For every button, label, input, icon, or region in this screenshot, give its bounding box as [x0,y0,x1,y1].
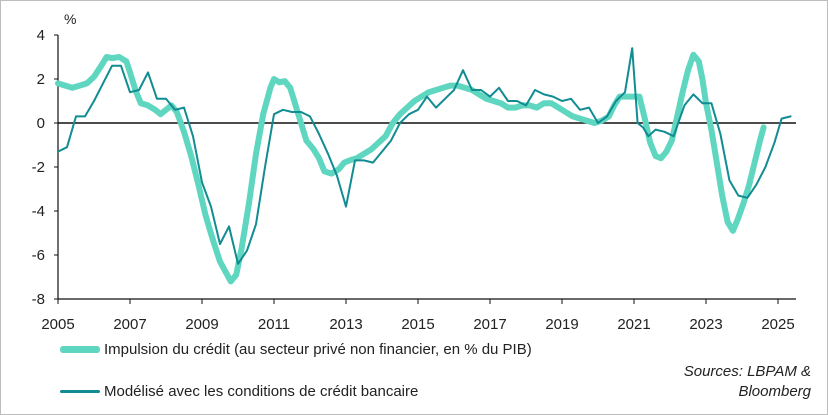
y-tick-label: -8 [32,291,45,308]
x-tick-label: 2015 [401,316,434,333]
legend-label-credit-impulse: Impulsion du crédit (au secteur privé no… [104,341,532,358]
sources-line-2: Bloomberg [738,383,811,400]
x-tick-label: 2013 [329,316,362,333]
y-unit-label: % [64,11,76,27]
axes: 4 2 0 -2 -4 -6 -8% 2005 2007 2009 2011 2013 2015 2017… [32,11,796,333]
series-line-credit-impulse [55,51,767,285]
y-tick-label: -2 [32,159,45,176]
x-tick-label: 2009 [185,316,218,333]
y-tick-label: 0 [37,115,45,132]
y-tick-label: -4 [32,203,45,220]
legend-item-modeled: Modélisé avec les conditions de crédit b… [60,383,418,400]
x-tick-label: 2021 [617,316,650,333]
legend-label-modeled: Modélisé avec les conditions de crédit b… [104,383,419,400]
x-tick-label: 2007 [113,316,146,333]
x-tick-label: 2005 [41,316,74,333]
series-layer [55,47,792,285]
legend-item-credit-impulse: Impulsion du crédit (au secteur privé no… [60,341,532,358]
series-line-modeled [57,47,792,265]
x-tick-label: 2017 [473,316,506,333]
x-tick-label: 2019 [545,316,578,333]
sources-note: Sources: LBPAM & Bloomberg [684,362,811,402]
y-tick-label: -6 [32,247,45,264]
sources-line-1: Sources: LBPAM & [683,363,811,380]
y-tick-label: 4 [37,27,45,44]
x-tick-label: 2025 [761,316,794,333]
legend-swatch-thin-line [60,390,100,393]
legend-swatch-thick-line [60,346,100,353]
x-tick-label: 2011 [258,316,290,333]
x-tick-label: 2023 [689,316,722,333]
y-tick-label: 2 [37,71,45,88]
